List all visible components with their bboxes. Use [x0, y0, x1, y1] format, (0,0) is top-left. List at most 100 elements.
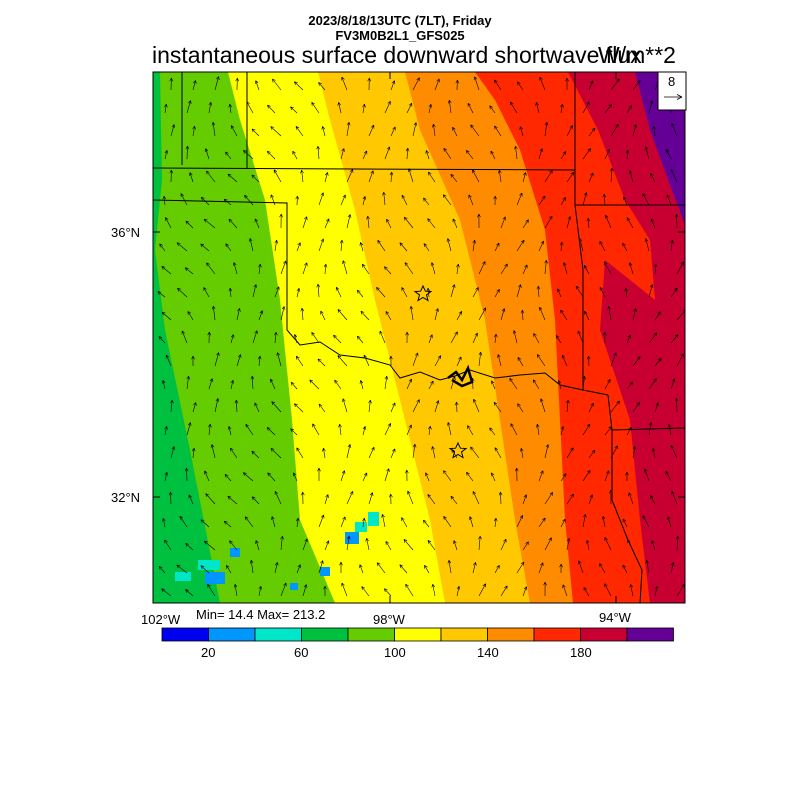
wind-arrow	[467, 425, 474, 436]
wind-arrow	[412, 352, 419, 367]
wind-arrow	[478, 351, 483, 367]
wind-arrow	[536, 354, 546, 367]
wind-arrow	[654, 357, 662, 367]
wind-arrow	[162, 518, 166, 528]
wind-arrow	[211, 305, 216, 321]
wind-arrow	[676, 583, 685, 597]
wind-arrow	[406, 378, 412, 390]
wind-arrow	[466, 150, 474, 160]
wind-arrow	[625, 149, 630, 160]
wind-arrow	[192, 402, 197, 413]
wind-arrow	[562, 584, 568, 597]
wind-arrow	[452, 126, 458, 137]
wind-arrow	[341, 582, 348, 597]
wind-arrow	[651, 448, 656, 459]
wind-arrow	[236, 354, 242, 367]
wind-arrow	[270, 126, 282, 137]
wind-arrow	[472, 332, 478, 344]
wind-arrow	[233, 262, 238, 275]
wind-arrow	[544, 215, 553, 229]
wind-arrow	[405, 469, 409, 482]
wind-arrow	[494, 288, 500, 298]
date-line: 2023/8/18/13UTC (7LT), Friday	[308, 13, 492, 28]
wind-arrow	[341, 76, 348, 91]
wind-arrow	[632, 446, 637, 459]
wind-arrow	[267, 104, 276, 114]
wind-arrow	[368, 399, 372, 413]
wind-arrow	[470, 124, 480, 137]
wind-arrow	[560, 197, 566, 206]
wind-arrow	[450, 173, 458, 183]
wind-arrow	[494, 242, 500, 252]
wind-arrow	[490, 150, 496, 160]
wind-arrow	[512, 330, 518, 344]
wind-arrow	[583, 264, 590, 275]
wind-arrow	[604, 583, 612, 597]
wind-arrow	[516, 192, 523, 206]
wind-arrow	[280, 306, 286, 321]
wind-arrow	[510, 423, 518, 436]
wind-arrow	[176, 242, 188, 252]
wind-arrow	[225, 243, 232, 252]
wind-arrow	[227, 173, 238, 183]
wind-arrow	[368, 446, 375, 459]
wind-arrow	[184, 267, 194, 275]
wind-arrow	[625, 471, 629, 482]
wind-arrow	[292, 150, 298, 160]
wind-arrow	[493, 195, 497, 206]
wind-arrow	[401, 194, 408, 206]
colorbar-label-60: 60	[294, 645, 309, 660]
wind-arrow	[582, 423, 591, 436]
wind-arrow	[665, 148, 672, 160]
wind-arrow	[161, 588, 172, 597]
wind-arrow	[184, 467, 189, 482]
wind-arrow	[544, 121, 549, 137]
wind-arrow	[434, 78, 440, 91]
wind-arrow	[169, 77, 174, 91]
wind-arrow	[670, 287, 678, 298]
colorbar-box	[161, 627, 209, 642]
wind-arrow	[384, 266, 392, 275]
wind-arrow	[318, 192, 324, 206]
wind-arrow	[382, 191, 386, 206]
wind-arrow	[296, 288, 301, 298]
colorbar-label-140: 140	[477, 645, 499, 660]
wind-arrow	[466, 471, 474, 482]
wind-arrow	[318, 514, 325, 528]
wind-arrow	[624, 287, 628, 298]
wind-arrow	[214, 352, 220, 367]
wind-arrow	[538, 470, 544, 482]
plot-title: instantaneous surface downward shortwave…	[152, 42, 642, 68]
wind-arrow	[359, 380, 364, 390]
wind-arrow	[295, 517, 300, 528]
wind-arrow	[566, 399, 570, 413]
wind-arrow	[610, 352, 617, 367]
wind-arrow	[432, 123, 436, 137]
wind-arrow	[384, 423, 391, 436]
wind-arrow	[361, 586, 370, 597]
wind-arrow	[339, 239, 344, 252]
wind-arrow	[242, 472, 254, 482]
wind-arrow	[207, 583, 216, 597]
wind-arrow	[477, 213, 481, 229]
wind-arrow	[368, 124, 375, 137]
wind-arrow	[367, 77, 372, 91]
wind-arrow	[230, 447, 238, 459]
wind-arrow	[603, 261, 612, 275]
wind-arrow	[516, 239, 525, 252]
wind-arrow	[628, 170, 634, 183]
wind-arrow	[472, 491, 480, 505]
wind-arrow	[251, 496, 260, 505]
wind-arrow	[443, 147, 452, 160]
colorbar-label-180: 180	[570, 645, 592, 660]
colorbar-box	[626, 627, 674, 642]
wind-arrow	[604, 537, 612, 551]
lon-label-102w: 102°W	[141, 612, 181, 627]
wind-arrow	[235, 77, 239, 91]
wind-arrow	[296, 242, 301, 252]
wind-arrow	[431, 446, 436, 459]
wind-arrow	[187, 311, 194, 321]
wind-arrow	[425, 150, 430, 160]
wind-arrow	[456, 263, 460, 275]
wind-arrow	[280, 260, 287, 275]
